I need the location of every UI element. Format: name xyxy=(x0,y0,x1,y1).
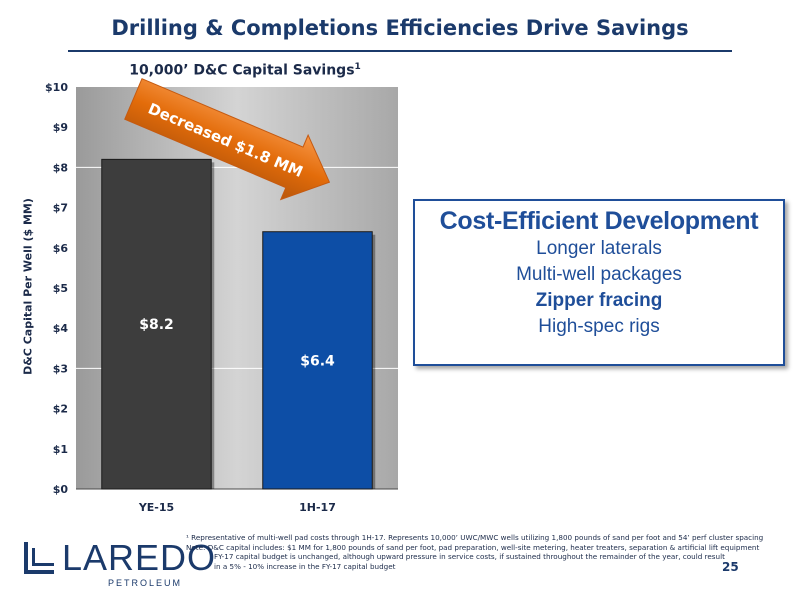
y-tick-label: $2 xyxy=(53,403,68,416)
y-tick-label: $8 xyxy=(53,161,68,174)
footnote-1: ¹ Representative of multi-well pad costs… xyxy=(186,533,764,542)
company-logo: LAREDO PETROLEUM xyxy=(22,540,215,592)
bar xyxy=(101,158,212,490)
y-axis-label: D&C Capital Per Well ($ MM) xyxy=(21,198,35,375)
slide-title: Drilling & Completions Efficiencies Driv… xyxy=(111,16,689,40)
x-tick-label: YE-15 xyxy=(138,501,174,514)
callout-title: Cost-Efficient Development xyxy=(439,207,759,235)
footnote-note-cont: FY-17 capital budget is unchanged, altho… xyxy=(214,552,725,562)
bar xyxy=(262,231,373,490)
y-tick-label: $1 xyxy=(53,443,68,456)
y-tick-label: $3 xyxy=(53,362,68,375)
chart-title: 10,000’ D&C Capital Savings1 xyxy=(129,62,361,79)
bar-data-label: $6.4 xyxy=(300,353,335,369)
callout-item: Longer laterals xyxy=(536,238,662,259)
page-number: 25 xyxy=(722,560,739,574)
title-divider xyxy=(68,50,732,52)
y-tick-label: $10 xyxy=(45,81,68,94)
y-tick-label: $4 xyxy=(53,322,69,335)
arrow-shape xyxy=(124,78,331,201)
footnote-note: Note: D&C capital includes: $1 MM for 1,… xyxy=(186,542,760,552)
callout-item: Zipper fracing xyxy=(535,290,663,311)
y-tick-label: $7 xyxy=(53,202,68,215)
y-tick-label: $6 xyxy=(53,242,69,255)
y-tick-label: $9 xyxy=(53,121,68,134)
callout-box: Cost-Efficient Development Longer latera… xyxy=(413,199,785,366)
logo-subtitle: PETROLEUM xyxy=(108,578,183,588)
x-tick-label: 1H-17 xyxy=(299,501,336,514)
bar-data-label: $8.2 xyxy=(139,317,174,333)
footnote-note-cont: in a 5% - 10% increase in the FY-17 capi… xyxy=(214,561,396,571)
logo-mark-icon xyxy=(24,542,54,574)
y-tick-label: $0 xyxy=(53,483,69,496)
y-tick-label: $5 xyxy=(53,282,68,295)
logo-name: LAREDO xyxy=(62,537,217,578)
footnotes: ¹ Representative of multi-well pad costs… xyxy=(186,533,786,571)
callout-item: High-spec rigs xyxy=(538,316,660,337)
callout-item: Multi-well packages xyxy=(516,264,682,285)
